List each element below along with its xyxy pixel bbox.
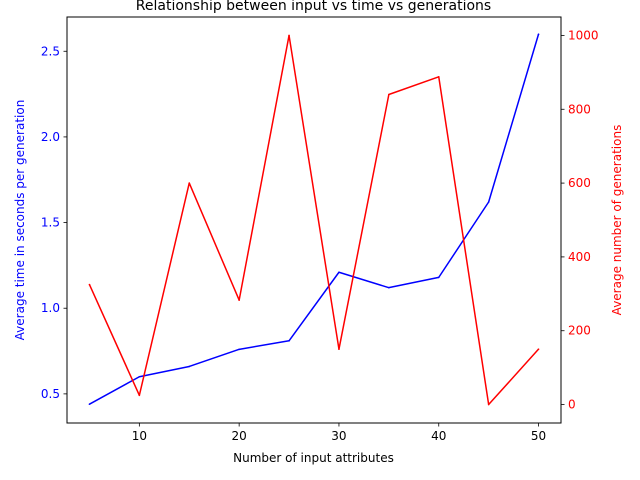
right-y-axis-ticks: 0 200 400 600 800 1000	[561, 28, 599, 412]
left-y-tick-label-1: 1.0	[41, 301, 60, 315]
generations-point-45	[487, 403, 490, 406]
x-tick-label-10: 10	[132, 429, 147, 443]
right-y-tick-label-600: 600	[568, 176, 591, 190]
right-y-tick-label-1000: 1000	[568, 28, 599, 42]
left-y-tick-label-2.5: 2.5	[41, 44, 60, 58]
time-point-40	[437, 276, 440, 279]
generations-point-25	[288, 34, 290, 37]
x-axis-ticks: 10 20 30 40 50	[132, 423, 546, 443]
left-y-axis-label: Average time in seconds per generation	[13, 100, 27, 341]
x-axis-label: Number of input attributes	[233, 451, 394, 465]
right-y-tick-label-800: 800	[568, 102, 591, 116]
time-point-20	[238, 348, 240, 351]
generations-point-20	[238, 299, 240, 301]
right-y-tick-label-400: 400	[568, 250, 591, 264]
left-y-tick-label-2: 2.0	[41, 130, 60, 144]
generations-point-15	[188, 182, 191, 184]
left-y-tick-label-1.5: 1.5	[41, 216, 60, 230]
time-point-25	[288, 339, 290, 342]
generations-series-line	[88, 34, 540, 406]
x-tick-label-20: 20	[232, 429, 247, 443]
x-tick-label-40: 40	[431, 429, 446, 443]
generations-point-35	[388, 93, 390, 96]
time-point-15	[188, 365, 191, 368]
left-y-tick-label-0.5: 0.5	[41, 387, 60, 401]
time-point-50	[537, 33, 540, 35]
time-point-45	[487, 201, 490, 203]
plot-area	[88, 33, 540, 406]
time-point-5	[88, 403, 91, 405]
generations-point-50	[537, 348, 540, 350]
generations-point-30	[338, 348, 340, 350]
generations-point-10	[138, 394, 141, 397]
x-tick-label-30: 30	[331, 429, 346, 443]
left-y-axis-ticks: 0.5 1.0 1.5 2.0 2.5	[41, 44, 67, 401]
time-point-35	[388, 286, 390, 289]
right-y-tick-label-200: 200	[568, 324, 591, 338]
right-y-axis-label: Average number of generations	[610, 125, 624, 316]
generations-point-5	[88, 283, 91, 286]
chart-title: Relationship between input vs time vs ge…	[136, 0, 491, 14]
right-y-tick-label-0: 0	[568, 398, 576, 412]
time-point-30	[338, 271, 340, 274]
generations-point-40	[437, 75, 440, 78]
x-tick-label-50: 50	[531, 429, 546, 443]
time-point-10	[138, 375, 141, 378]
plot-frame	[66, 16, 562, 424]
